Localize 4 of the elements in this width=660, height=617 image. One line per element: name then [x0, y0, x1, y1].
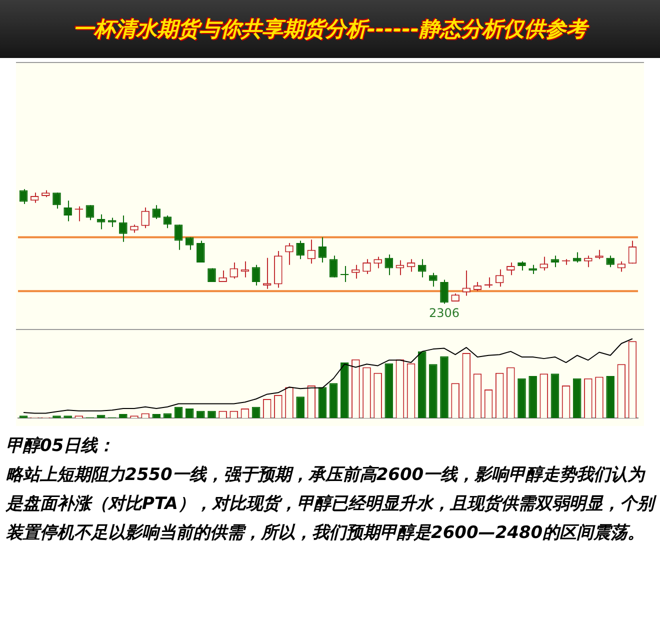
text: 2306 [428, 306, 460, 320]
chart-title: 一杯清水期货与你共享期货分析------静态分析仅供参考 [72, 16, 588, 43]
text: 略站上短期阻力2550一线，强于预期，承压前高2600一线，影响甲醇走势我们认为是盘面补涨（对比PTA），对比现货，甲醇已经明显升水，且现货供需双弱明显，个别装置停机不足以影响当前的供需，所以，我们预期甲醇是2600—2480的区间震荡。 [6, 464, 656, 545]
text: 甲醇05日线： [6, 435, 116, 458]
